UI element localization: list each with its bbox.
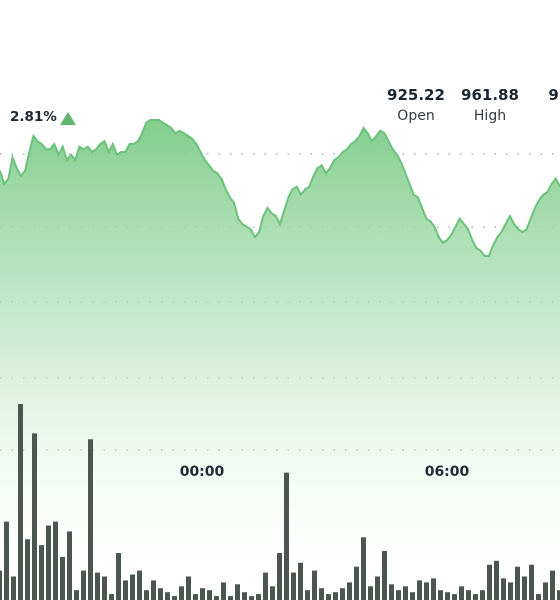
volume-bar xyxy=(81,570,86,600)
volume-bar xyxy=(424,582,429,600)
volume-bar xyxy=(18,404,23,600)
volume-bar xyxy=(137,570,142,600)
volume-bar xyxy=(417,580,422,600)
volume-bar xyxy=(536,594,541,600)
volume-bar xyxy=(256,594,261,600)
volume-bar xyxy=(193,594,198,600)
volume-bar xyxy=(340,588,345,600)
volume-bar xyxy=(557,590,560,600)
volume-bar xyxy=(109,594,114,600)
price-line xyxy=(0,119,560,257)
volume-bar xyxy=(123,580,128,600)
volume-bar xyxy=(88,439,93,600)
volume-bar xyxy=(466,590,471,600)
volume-bar xyxy=(284,472,289,600)
volume-bar xyxy=(326,594,331,600)
volume-bar xyxy=(459,586,464,600)
volume-bar xyxy=(172,596,177,600)
volume-bar xyxy=(74,590,79,600)
price-area xyxy=(0,120,560,600)
volume-bar xyxy=(347,582,352,600)
volume-bar xyxy=(0,570,2,600)
volume-bar xyxy=(67,531,72,600)
volume-bar xyxy=(60,556,65,600)
volume-bar xyxy=(438,590,443,600)
volume-bar xyxy=(277,553,282,600)
volume-bar xyxy=(207,590,212,600)
volume-bar xyxy=(382,551,387,600)
volume-bar xyxy=(200,588,205,600)
x-axis-ticks: 00:00 06:00 xyxy=(180,464,470,480)
volume-bar xyxy=(354,566,359,600)
volume-bar xyxy=(515,566,520,600)
volume-bar xyxy=(291,572,296,600)
volume-bar xyxy=(431,578,436,600)
volume-bar xyxy=(410,592,415,600)
volume-bar xyxy=(221,582,226,600)
volume-bar xyxy=(543,582,548,600)
volume-bar xyxy=(130,574,135,600)
volume-bar xyxy=(494,560,499,600)
volume-bar xyxy=(452,594,457,600)
volume-bar xyxy=(46,525,51,600)
volume-bar xyxy=(396,590,401,600)
volume-bar xyxy=(501,578,506,600)
volume-bar xyxy=(151,580,156,600)
volume-bar xyxy=(235,584,240,600)
volume-bar xyxy=(550,570,555,600)
high-label: High xyxy=(473,108,507,124)
volume-bar xyxy=(333,592,338,600)
volume-bar xyxy=(179,586,184,600)
volume-bar xyxy=(214,596,219,600)
volume-bar xyxy=(228,596,233,600)
volume-bar xyxy=(158,588,163,600)
volume-bar xyxy=(319,588,324,600)
volume-bar xyxy=(144,590,149,600)
volume-bar xyxy=(361,537,366,600)
volume-bar xyxy=(473,594,478,600)
volume-bar xyxy=(445,592,450,600)
volume-bar xyxy=(487,564,492,600)
volume-bar xyxy=(263,572,268,600)
x-tick-label: 06:00 xyxy=(425,464,470,480)
volume-bars xyxy=(0,404,560,600)
volume-bar xyxy=(116,553,121,600)
volume-bar xyxy=(529,564,534,600)
volume-bar xyxy=(165,592,170,600)
volume-bar xyxy=(102,576,107,600)
volume-bar xyxy=(4,521,9,600)
x-tick-label: 00:00 xyxy=(180,464,225,480)
volume-bar xyxy=(389,584,394,600)
volume-bar xyxy=(53,521,58,600)
open-label: Open xyxy=(397,108,435,124)
volume-bar xyxy=(368,586,373,600)
volume-bar xyxy=(375,576,380,600)
low-value: 924 xyxy=(548,86,560,104)
volume-bar xyxy=(39,545,44,600)
high-value: 961.88 xyxy=(461,86,519,104)
volume-bar xyxy=(95,572,100,600)
volume-bar xyxy=(25,539,30,600)
open-value: 925.22 xyxy=(387,86,445,104)
up-arrow-icon xyxy=(60,112,76,125)
volume-bar xyxy=(186,576,191,600)
volume-bar xyxy=(312,570,317,600)
volume-bar xyxy=(305,590,310,600)
volume-bar xyxy=(249,596,254,600)
volume-bar xyxy=(270,586,275,600)
volume-bar xyxy=(403,586,408,600)
volume-bar xyxy=(522,576,527,600)
volume-bar xyxy=(508,582,513,600)
volume-bar xyxy=(298,562,303,600)
change-percent: 2.81% xyxy=(10,109,57,125)
volume-bar xyxy=(11,576,16,600)
volume-bar xyxy=(480,590,485,600)
volume-bar xyxy=(32,433,37,600)
volume-bar xyxy=(242,592,247,600)
